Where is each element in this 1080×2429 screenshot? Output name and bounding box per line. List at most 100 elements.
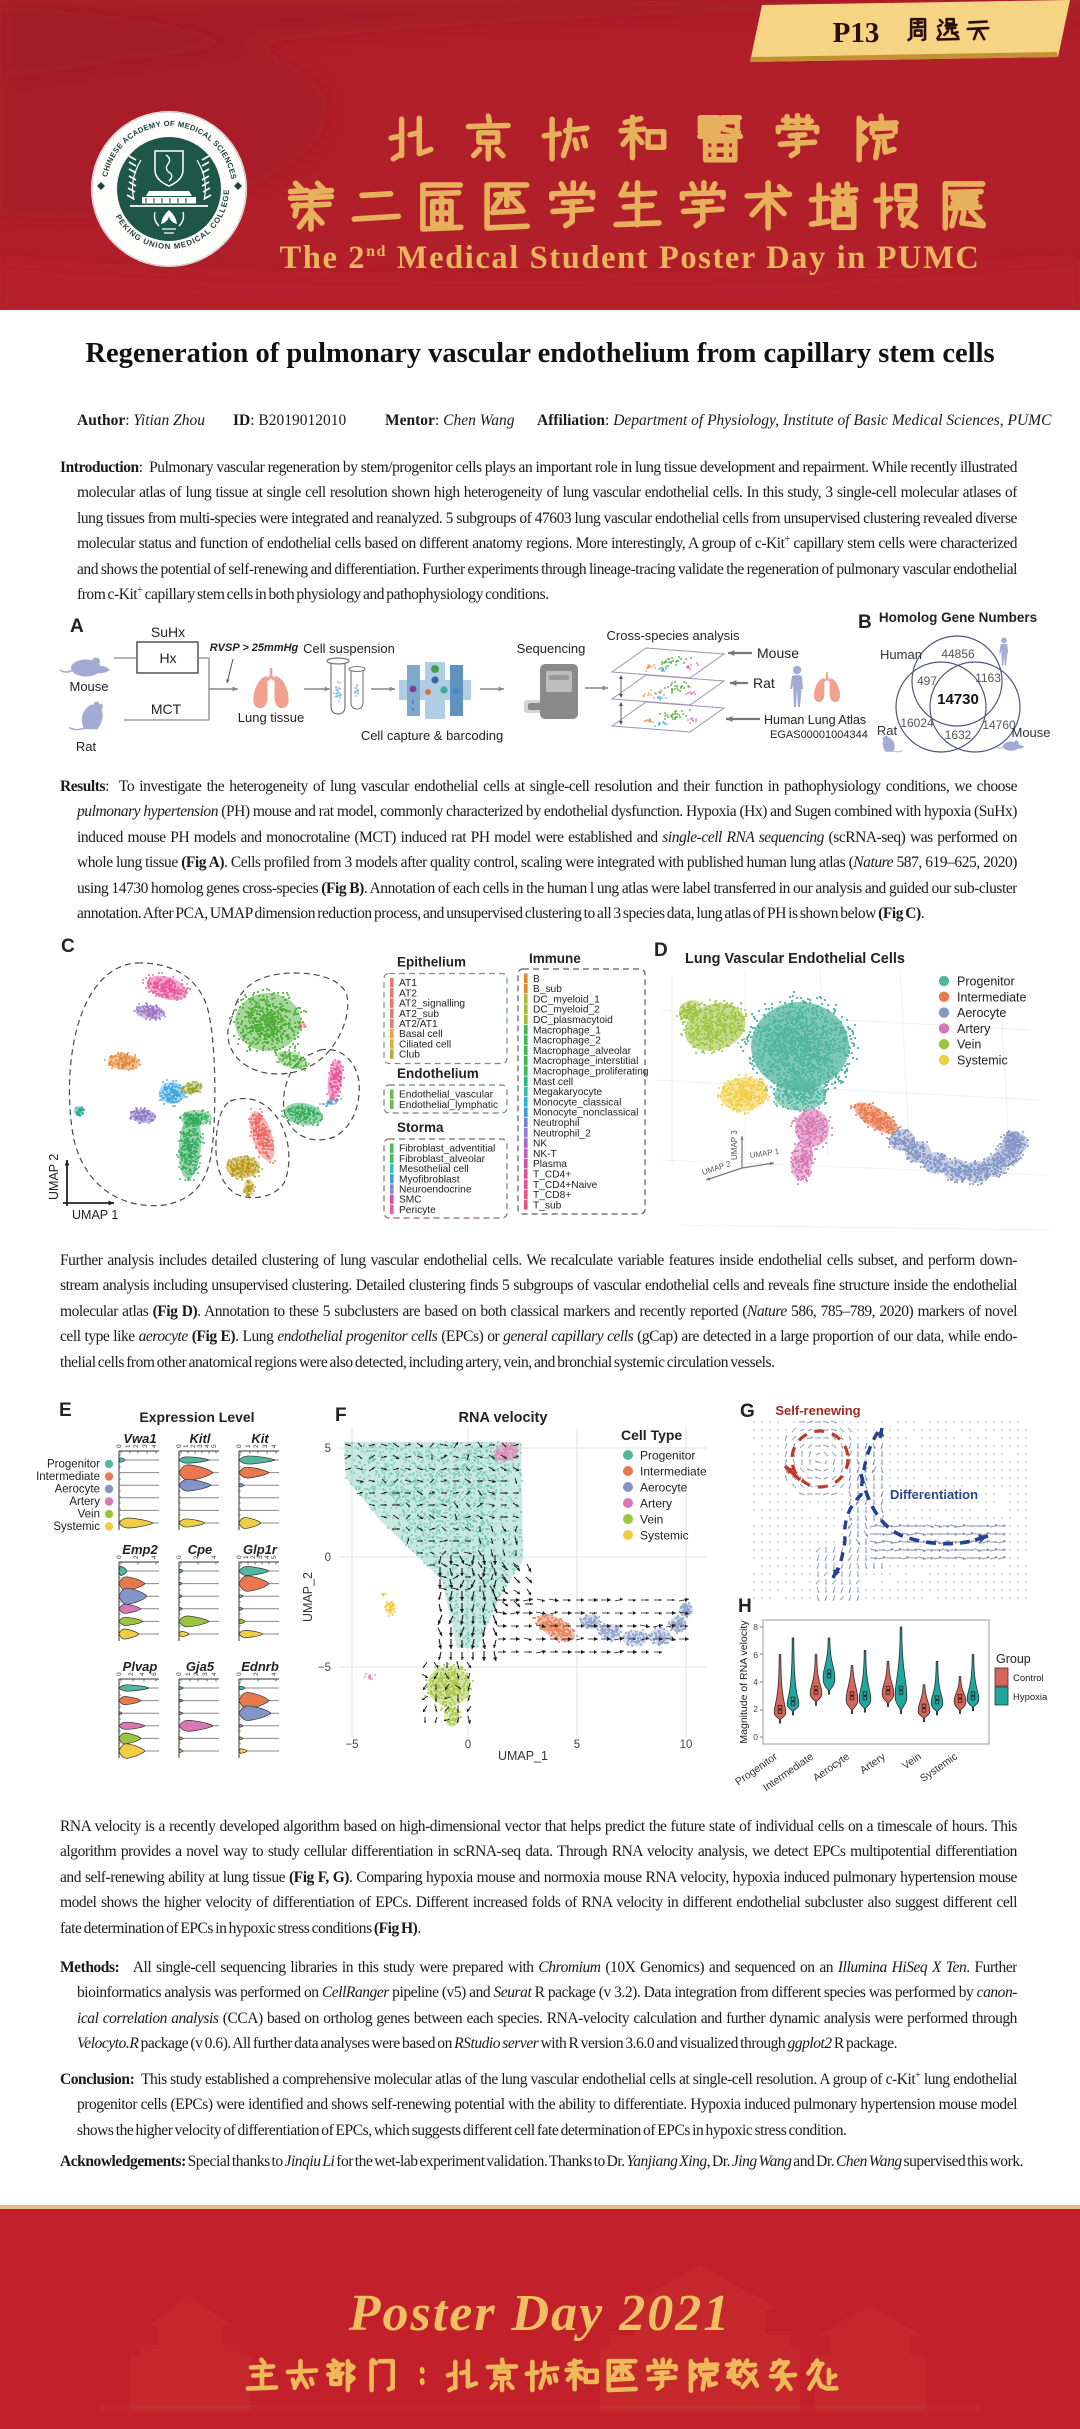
svg-text:Differentiation: Differentiation (890, 1487, 978, 1502)
svg-text:T_CD4+: T_CD4+ (533, 1170, 571, 1181)
svg-text:Intermediate: Intermediate (36, 1471, 100, 1483)
svg-text:4: 4 (753, 1677, 758, 1687)
svg-text:NK-T: NK-T (533, 1149, 557, 1160)
svg-text:4: 4 (271, 1444, 278, 1448)
svg-text:Control: Control (1013, 1673, 1044, 1684)
svg-text:Gja5: Gja5 (186, 1659, 215, 1674)
svg-text:Macrophage_1: Macrophage_1 (533, 1025, 601, 1036)
svg-text:DC_myeloid_1: DC_myeloid_1 (533, 994, 600, 1005)
svg-text:T_sub: T_sub (533, 1200, 562, 1211)
svg-text:3: 3 (142, 1444, 149, 1448)
svg-text:B: B (533, 974, 540, 985)
svg-text:Plvap: Plvap (123, 1659, 158, 1674)
svg-text:Systemic: Systemic (957, 1054, 1008, 1068)
svg-text:Storma: Storma (397, 1120, 444, 1135)
svg-text:Pericyte: Pericyte (399, 1205, 436, 1216)
svg-text:14760: 14760 (982, 718, 1016, 732)
svg-text:5: 5 (325, 1443, 331, 1455)
svg-text:5: 5 (271, 1555, 278, 1559)
svg-text:Systemic: Systemic (918, 1751, 960, 1785)
svg-text:H: H (738, 1596, 752, 1617)
svg-text:Basal cell: Basal cell (399, 1029, 443, 1040)
svg-text:Neutrophil_2: Neutrophil_2 (533, 1128, 591, 1139)
svg-text:Ciliated cell: Ciliated cell (399, 1039, 451, 1050)
svg-text:3: 3 (257, 1555, 264, 1559)
svg-text:C: C (61, 936, 75, 957)
svg-text:1: 1 (185, 1672, 192, 1676)
svg-text:Endothelial_lymphatic: Endothelial_lymphatic (399, 1100, 498, 1111)
svg-text:Cpe: Cpe (188, 1542, 213, 1557)
svg-text:4: 4 (139, 1672, 146, 1676)
svg-text:Ednrb: Ednrb (241, 1659, 279, 1674)
svg-text:Lung Vascular Endothelial Cell: Lung Vascular Endothelial Cells (685, 951, 905, 967)
svg-text:A: A (70, 616, 84, 637)
svg-text:3: 3 (197, 1444, 204, 1448)
svg-text:0: 0 (116, 1444, 123, 1448)
svg-text:UMAP_2: UMAP_2 (301, 1572, 315, 1622)
svg-text:Emp2: Emp2 (122, 1542, 158, 1557)
svg-text:0: 0 (176, 1672, 183, 1676)
svg-text:2: 2 (193, 1672, 200, 1676)
svg-text:4: 4 (211, 1672, 218, 1676)
svg-text:Vein: Vein (78, 1509, 100, 1521)
svg-text:Neutrophil: Neutrophil (533, 1118, 579, 1129)
svg-text:Endothelial_vascular: Endothelial_vascular (399, 1090, 494, 1101)
svg-text:Macrophage_2: Macrophage_2 (533, 1036, 601, 1047)
svg-text:1: 1 (125, 1444, 132, 1448)
svg-text:B: B (858, 612, 872, 633)
svg-text:Magnitude of RNA velocity: Magnitude of RNA velocity (738, 1620, 750, 1744)
svg-text:Sequencing: Sequencing (517, 641, 586, 656)
svg-text:Myofibroblast: Myofibroblast (399, 1174, 460, 1185)
svg-text:Fibroblast_alveolar: Fibroblast_alveolar (399, 1154, 486, 1165)
svg-text:Macrophage_proliferating: Macrophage_proliferating (533, 1067, 649, 1078)
svg-text:0: 0 (176, 1555, 183, 1559)
svg-text:Rat: Rat (753, 675, 775, 691)
svg-text:5: 5 (211, 1444, 218, 1448)
svg-text:Lung tissue: Lung tissue (238, 710, 305, 725)
svg-text:Immune: Immune (529, 951, 581, 966)
svg-text:Vein: Vein (900, 1751, 924, 1773)
svg-text:1: 1 (183, 1444, 190, 1448)
svg-text:Endothelium: Endothelium (397, 1066, 479, 1081)
svg-text:2: 2 (190, 1444, 197, 1448)
svg-text:Intermediate: Intermediate (957, 990, 1027, 1004)
svg-text:2: 2 (193, 1555, 200, 1559)
svg-text:EGAS00001004344: EGAS00001004344 (770, 729, 868, 741)
svg-text:0: 0 (116, 1672, 123, 1676)
svg-text:Fibroblast_adventitial: Fibroblast_adventitial (399, 1144, 495, 1155)
svg-text:0: 0 (465, 1739, 471, 1751)
svg-text:Mouse: Mouse (69, 679, 108, 694)
svg-text:AT2_sub: AT2_sub (399, 1009, 439, 1020)
svg-text:AT1: AT1 (399, 978, 417, 989)
svg-text:3: 3 (262, 1444, 269, 1448)
svg-text:UMAP 1: UMAP 1 (72, 1208, 118, 1222)
svg-text:Club: Club (399, 1050, 420, 1061)
svg-text:P13: P13 (833, 17, 880, 49)
svg-text:2: 2 (133, 1555, 140, 1559)
svg-text:Vwa1: Vwa1 (123, 1431, 156, 1446)
svg-text:DC_myeloid_2: DC_myeloid_2 (533, 1005, 600, 1016)
svg-text:1: 1 (243, 1555, 250, 1559)
svg-text:0: 0 (325, 1552, 331, 1564)
svg-text:Mesothelial cell: Mesothelial cell (399, 1164, 469, 1175)
svg-text:2: 2 (128, 1672, 135, 1676)
svg-text:2: 2 (253, 1444, 260, 1448)
svg-text:2: 2 (133, 1444, 140, 1448)
svg-text:6: 6 (151, 1672, 158, 1676)
svg-text:Aerocyte: Aerocyte (640, 1481, 688, 1495)
svg-text:Progenitor: Progenitor (640, 1449, 695, 1463)
svg-text:Monocyte_classical: Monocyte_classical (533, 1097, 621, 1108)
svg-text:0: 0 (753, 1732, 758, 1742)
svg-text:Cross-species analysis: Cross-species analysis (607, 628, 740, 643)
svg-text:6: 6 (753, 1650, 758, 1660)
svg-text:1: 1 (245, 1444, 252, 1448)
svg-text:Megakaryocyte: Megakaryocyte (533, 1087, 602, 1098)
svg-text:Mouse: Mouse (757, 645, 799, 661)
svg-text:Cell Type: Cell Type (621, 1427, 682, 1443)
svg-text:0: 0 (236, 1672, 243, 1676)
svg-text:Aerocyte: Aerocyte (957, 1006, 1006, 1020)
svg-text:D: D (654, 940, 668, 961)
svg-text:Mast cell: Mast cell (533, 1077, 573, 1088)
svg-text:0: 0 (236, 1444, 243, 1448)
svg-text:4: 4 (211, 1555, 218, 1559)
